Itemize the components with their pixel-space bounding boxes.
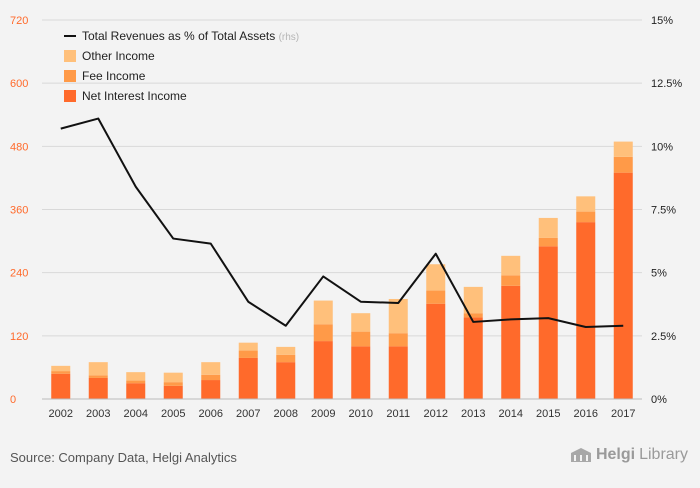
bar-segment bbox=[126, 380, 146, 384]
x-tick-label: 2012 bbox=[424, 408, 448, 420]
bar-segment bbox=[426, 290, 446, 304]
bar-segment bbox=[276, 362, 296, 399]
bar-segment bbox=[538, 246, 558, 399]
x-tick-label: 2005 bbox=[161, 408, 185, 420]
bar-segment bbox=[388, 333, 408, 347]
bar-segment bbox=[463, 313, 483, 318]
x-tick-label: 2004 bbox=[124, 408, 148, 420]
y-tick-label: 360 bbox=[10, 205, 28, 217]
x-tick-label: 2014 bbox=[499, 408, 523, 420]
y2-tick-label: 12.5% bbox=[651, 78, 682, 90]
x-tick-label: 2011 bbox=[386, 408, 410, 420]
x-tick-label: 2013 bbox=[461, 408, 485, 420]
x-tick-label: 2017 bbox=[611, 408, 635, 420]
bar-segment bbox=[463, 317, 483, 399]
legend-label: Fee Income bbox=[82, 69, 146, 83]
x-tick-label: 2015 bbox=[536, 408, 560, 420]
bar-segment bbox=[126, 372, 146, 381]
y-tick-label: 480 bbox=[10, 141, 28, 153]
bar-segment bbox=[126, 383, 146, 399]
bar-segment bbox=[426, 303, 446, 399]
bar-segment bbox=[351, 313, 371, 332]
bar-segment bbox=[613, 156, 633, 173]
bar-segment bbox=[88, 362, 108, 376]
bar-segment bbox=[51, 373, 71, 399]
bar-segment bbox=[276, 354, 296, 363]
x-tick-label: 2007 bbox=[236, 408, 260, 420]
y2-tick-label: 10% bbox=[651, 141, 673, 153]
bar-segment bbox=[238, 357, 258, 399]
legend-swatch bbox=[64, 90, 76, 102]
legend-rhs-suffix: (rhs) bbox=[279, 32, 300, 43]
legend-label: Total Revenues as % of Total Assets (rhs… bbox=[82, 29, 299, 43]
x-tick-label: 2016 bbox=[574, 408, 598, 420]
y2-tick-label: 0% bbox=[651, 394, 667, 406]
brand-logo: Helgi Library bbox=[570, 446, 688, 464]
y2-tick-label: 15% bbox=[651, 15, 673, 27]
x-tick-label: 2003 bbox=[86, 408, 110, 420]
x-tick-label: 2002 bbox=[49, 408, 73, 420]
bar-segment bbox=[238, 342, 258, 351]
brand-name-helgi: Helgi bbox=[595, 446, 636, 463]
y2-tick-label: 7.5% bbox=[651, 205, 676, 217]
bar-segment bbox=[576, 196, 596, 212]
y2-tick-label: 2.5% bbox=[651, 331, 676, 343]
x-tick-label: 2009 bbox=[311, 408, 335, 420]
bar-segment bbox=[51, 365, 71, 372]
source-note: Source: Company Data, Helgi Analytics bbox=[10, 450, 237, 465]
bar-segment bbox=[501, 285, 521, 399]
library-building-icon bbox=[570, 447, 592, 463]
y-tick-label: 120 bbox=[10, 331, 28, 343]
bar-segment bbox=[51, 371, 71, 374]
bar-segment bbox=[351, 346, 371, 399]
bar-segment bbox=[201, 380, 221, 399]
bar-segment bbox=[201, 374, 221, 381]
bar-segment bbox=[163, 372, 183, 383]
line-series-revenues-pct bbox=[60, 117, 624, 328]
bar-segment bbox=[201, 362, 221, 375]
bar-segment bbox=[163, 385, 183, 399]
y-tick-label: 720 bbox=[10, 15, 28, 27]
bar-segment bbox=[613, 141, 633, 157]
bar-segment bbox=[276, 346, 296, 355]
x-tick-label: 2006 bbox=[199, 408, 223, 420]
bar-segment bbox=[238, 350, 258, 358]
legend-swatch bbox=[64, 70, 76, 82]
bar-segment bbox=[388, 346, 408, 399]
brand-name-library: Library bbox=[639, 446, 688, 463]
x-tick-label: 2010 bbox=[349, 408, 373, 420]
bar-segment bbox=[313, 300, 333, 325]
bar-segment bbox=[426, 264, 446, 291]
bar-segment bbox=[88, 377, 108, 399]
bar-segment bbox=[501, 255, 521, 276]
y-tick-label: 240 bbox=[10, 268, 28, 280]
bar-segment bbox=[576, 211, 596, 223]
legend-label: Net Interest Income bbox=[82, 89, 187, 103]
legend-swatch bbox=[64, 50, 76, 62]
bar-segment bbox=[613, 172, 633, 399]
bar-segment bbox=[576, 222, 596, 399]
y-tick-label: 0 bbox=[10, 394, 16, 406]
bar-segment bbox=[163, 382, 183, 386]
bar-segment bbox=[538, 217, 558, 238]
bar-segment bbox=[351, 331, 371, 347]
bar-segment bbox=[501, 275, 521, 286]
legend-label: Other Income bbox=[82, 49, 155, 63]
bar-segment bbox=[313, 341, 333, 399]
bar-segment bbox=[88, 375, 108, 378]
bar-segment bbox=[388, 298, 408, 334]
bar-segment bbox=[313, 324, 333, 342]
bar-segment bbox=[463, 286, 483, 314]
y2-tick-label: 5% bbox=[651, 268, 667, 280]
bar-segment bbox=[538, 237, 558, 247]
y-tick-label: 600 bbox=[10, 78, 28, 90]
x-tick-label: 2008 bbox=[274, 408, 298, 420]
